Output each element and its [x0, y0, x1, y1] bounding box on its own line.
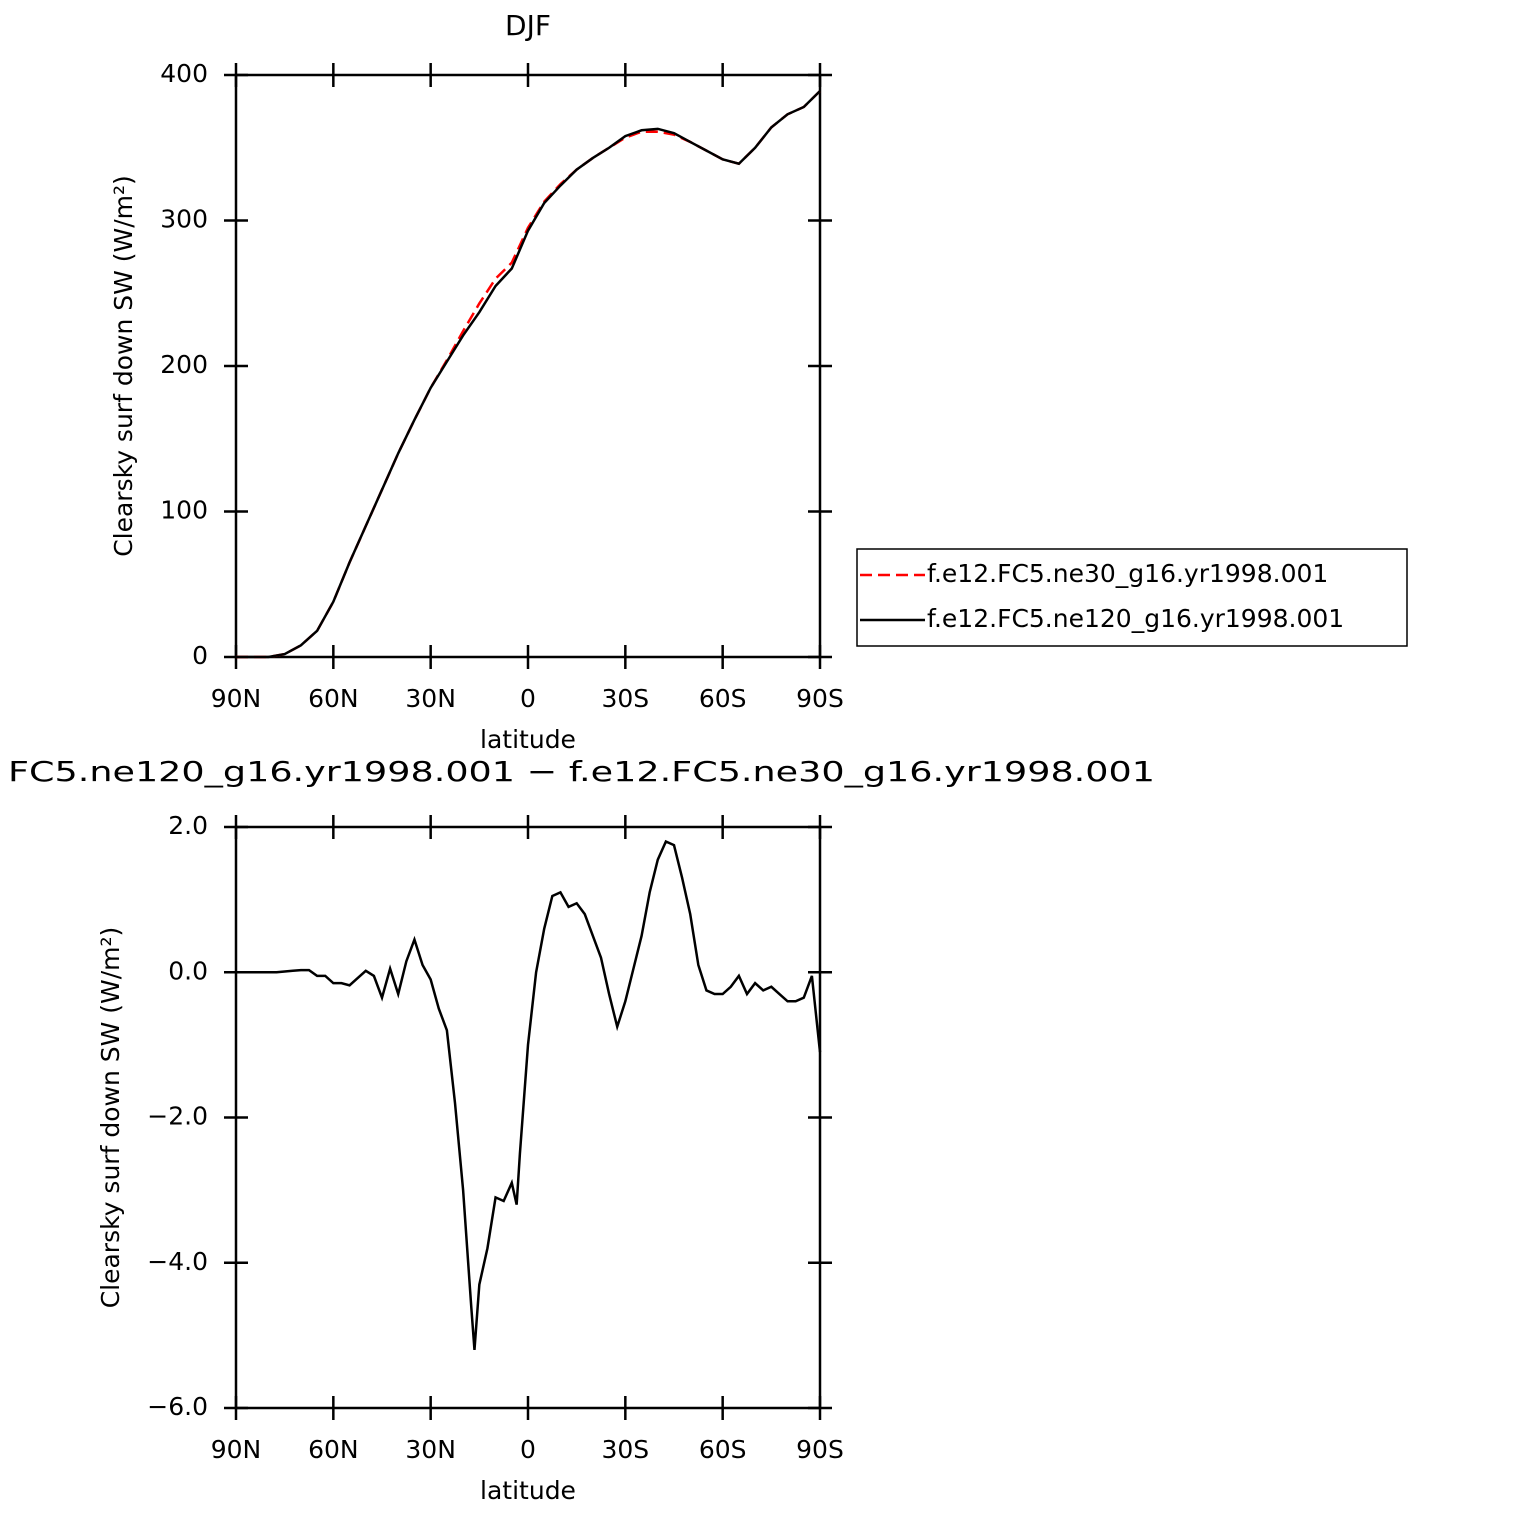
legend: f.e12.FC5.ne30_g16.yr1998.001 f.e12.FC5.n…: [856, 548, 1408, 647]
y-tick-label: 200: [160, 350, 208, 379]
y-tick-label: −4.0: [147, 1247, 208, 1276]
x-tick-label: 60N: [308, 1435, 359, 1464]
x-tick-label: 30S: [601, 684, 649, 713]
x-tick-label: 0: [520, 1435, 536, 1464]
x-tick-label: 30N: [405, 684, 456, 713]
x-tick-label: 90S: [796, 1435, 844, 1464]
x-tick-label: 60S: [699, 1435, 747, 1464]
y-tick-label: −2.0: [147, 1102, 208, 1131]
y-tick-label: 400: [160, 59, 208, 88]
x-tick-label: 0: [520, 684, 536, 713]
x-tick-label: 60N: [308, 684, 359, 713]
x-axis-label: latitude: [480, 725, 576, 754]
plot-frame: [234, 825, 822, 1410]
x-tick-label: 30S: [601, 1435, 649, 1464]
data-line: [236, 839, 822, 1350]
chart-title: DJF: [505, 9, 551, 42]
x-tick-label: 90N: [211, 684, 262, 713]
y-tick-label: 300: [160, 205, 208, 234]
data-line: [236, 90, 821, 659]
x-tick-label: 30N: [405, 1435, 456, 1464]
legend-label: f.e12.FC5.ne120_g16.yr1998.001: [927, 604, 1344, 633]
y-tick-label: 100: [160, 496, 208, 525]
y-tick-label: 2.0: [168, 811, 208, 840]
x-tick-label: 90N: [211, 1435, 262, 1464]
y-tick-label: −6.0: [147, 1392, 208, 1421]
y-axis-label: Clearsky surf down SW (W/m²): [96, 927, 125, 1309]
chart-title: FC5.ne120_g16.yr1998.001 − f.e12.FC5.ne3…: [8, 755, 1155, 788]
x-tick-label: 60S: [699, 684, 747, 713]
data-line: [236, 90, 821, 659]
y-tick-label: 0.0: [168, 956, 208, 985]
legend-box: [856, 548, 1408, 647]
x-axis-label: latitude: [480, 1476, 576, 1505]
legend-label: f.e12.FC5.ne30_g16.yr1998.001: [927, 559, 1328, 588]
y-axis-label: Clearsky surf down SW (W/m²): [109, 175, 138, 557]
y-tick-label: 0: [192, 641, 208, 670]
x-tick-label: 90S: [796, 684, 844, 713]
